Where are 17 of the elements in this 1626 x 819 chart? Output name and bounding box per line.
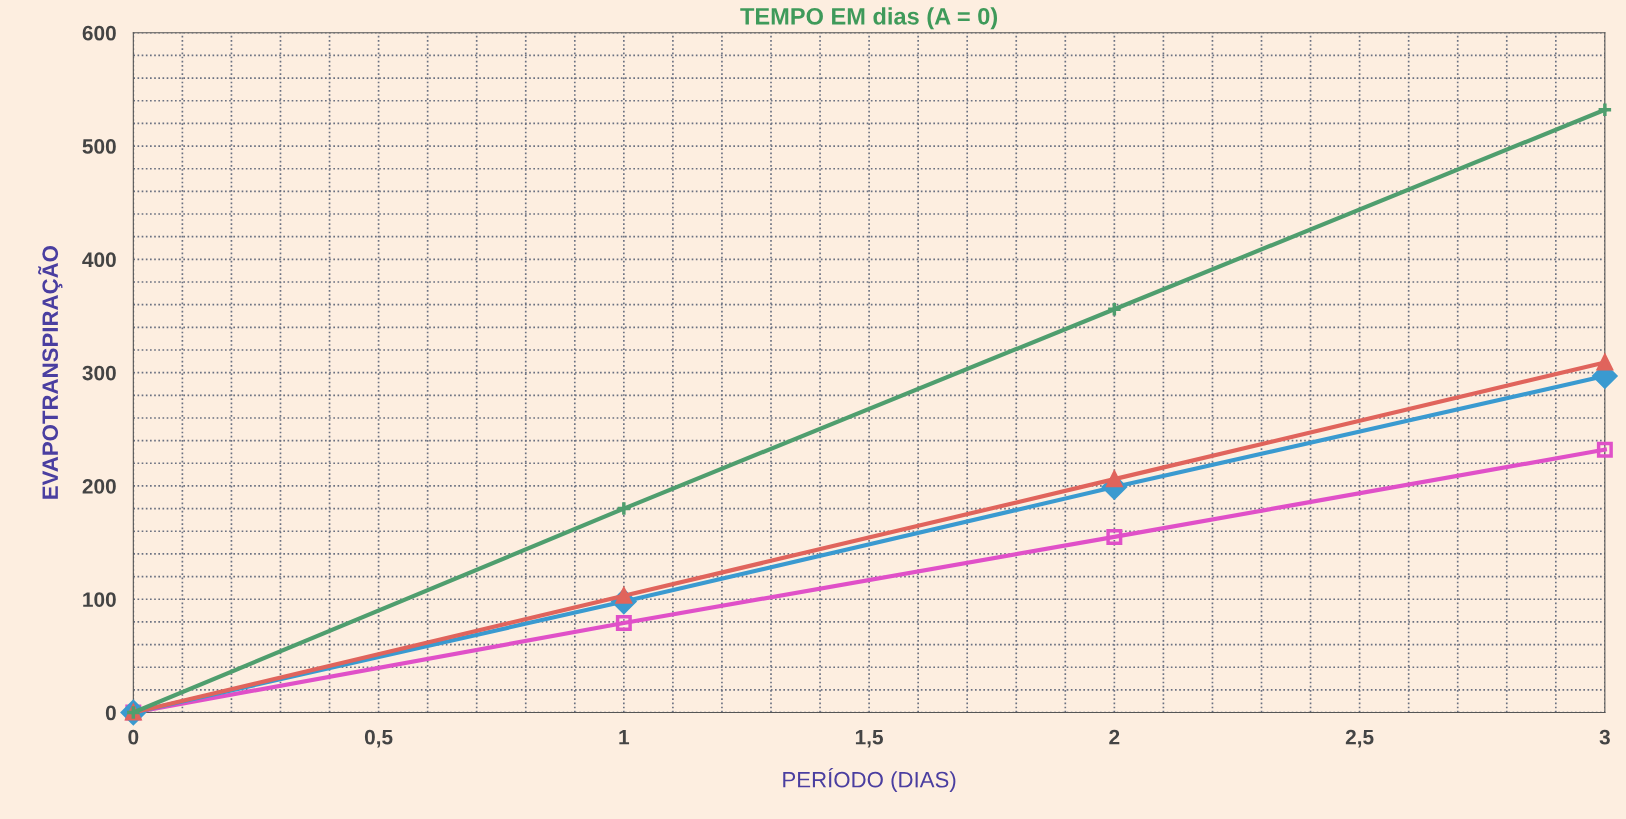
- y-axis-title: EVAPOTRANSPIRAÇÃO: [38, 245, 63, 499]
- chart-title: TEMPO EM dias (A = 0): [740, 7, 998, 30]
- x-tick-label: 2,5: [1345, 729, 1374, 748]
- x-tick-label: 1: [619, 729, 630, 745]
- y-tick-label: 0: [105, 705, 116, 721]
- x-tick-label: 0: [128, 729, 139, 745]
- y-tick-label: 300: [82, 365, 116, 381]
- x-tick-label: 1,5: [855, 729, 883, 748]
- y-tick-label: 200: [82, 478, 116, 494]
- x-tick-label: 2: [1109, 729, 1120, 745]
- y-tick-label: 500: [82, 139, 116, 154]
- x-tick-label: 0,5: [364, 729, 393, 748]
- x-axis-title: PERÍODO (DIAS): [783, 768, 956, 792]
- y-tick-label: 100: [83, 592, 116, 607]
- y-tick-label: 400: [82, 252, 116, 268]
- x-tick-label: 3: [1599, 729, 1610, 745]
- y-tick-label: 600: [82, 25, 116, 41]
